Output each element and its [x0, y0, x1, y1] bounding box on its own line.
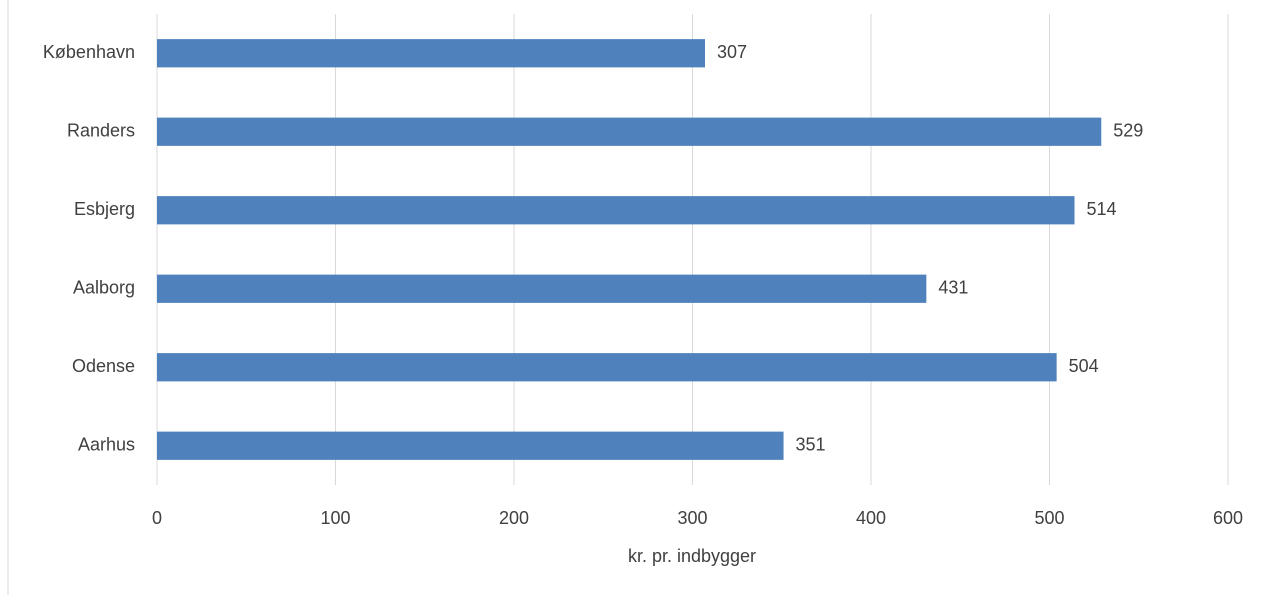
bar — [157, 431, 784, 460]
y-tick-label: København — [43, 42, 135, 62]
x-tick-label: 200 — [499, 508, 529, 528]
bar — [157, 274, 927, 303]
x-tick-label: 100 — [320, 508, 350, 528]
bar — [157, 196, 1075, 225]
x-tick-label: 500 — [1034, 508, 1064, 528]
x-tick-label: 400 — [856, 508, 886, 528]
data-label: 431 — [938, 278, 968, 298]
x-tick-label: 600 — [1213, 508, 1243, 528]
bar — [157, 353, 1057, 382]
x-tick-label: 300 — [677, 508, 707, 528]
y-tick-label: Aalborg — [73, 278, 135, 298]
bar — [157, 117, 1102, 146]
bar — [157, 39, 705, 68]
data-label: 351 — [796, 435, 826, 455]
data-label: 307 — [717, 42, 747, 62]
y-tick-label: Aarhus — [78, 435, 135, 455]
x-axis-label: kr. pr. indbygger — [628, 546, 756, 566]
y-tick-label: Randers — [67, 121, 135, 141]
data-label: 504 — [1069, 356, 1099, 376]
data-label: 529 — [1113, 121, 1143, 141]
x-tick-label: 0 — [152, 508, 162, 528]
y-tick-label: Odense — [72, 356, 135, 376]
y-tick-label: Esbjerg — [74, 199, 135, 219]
data-label: 514 — [1086, 199, 1116, 219]
